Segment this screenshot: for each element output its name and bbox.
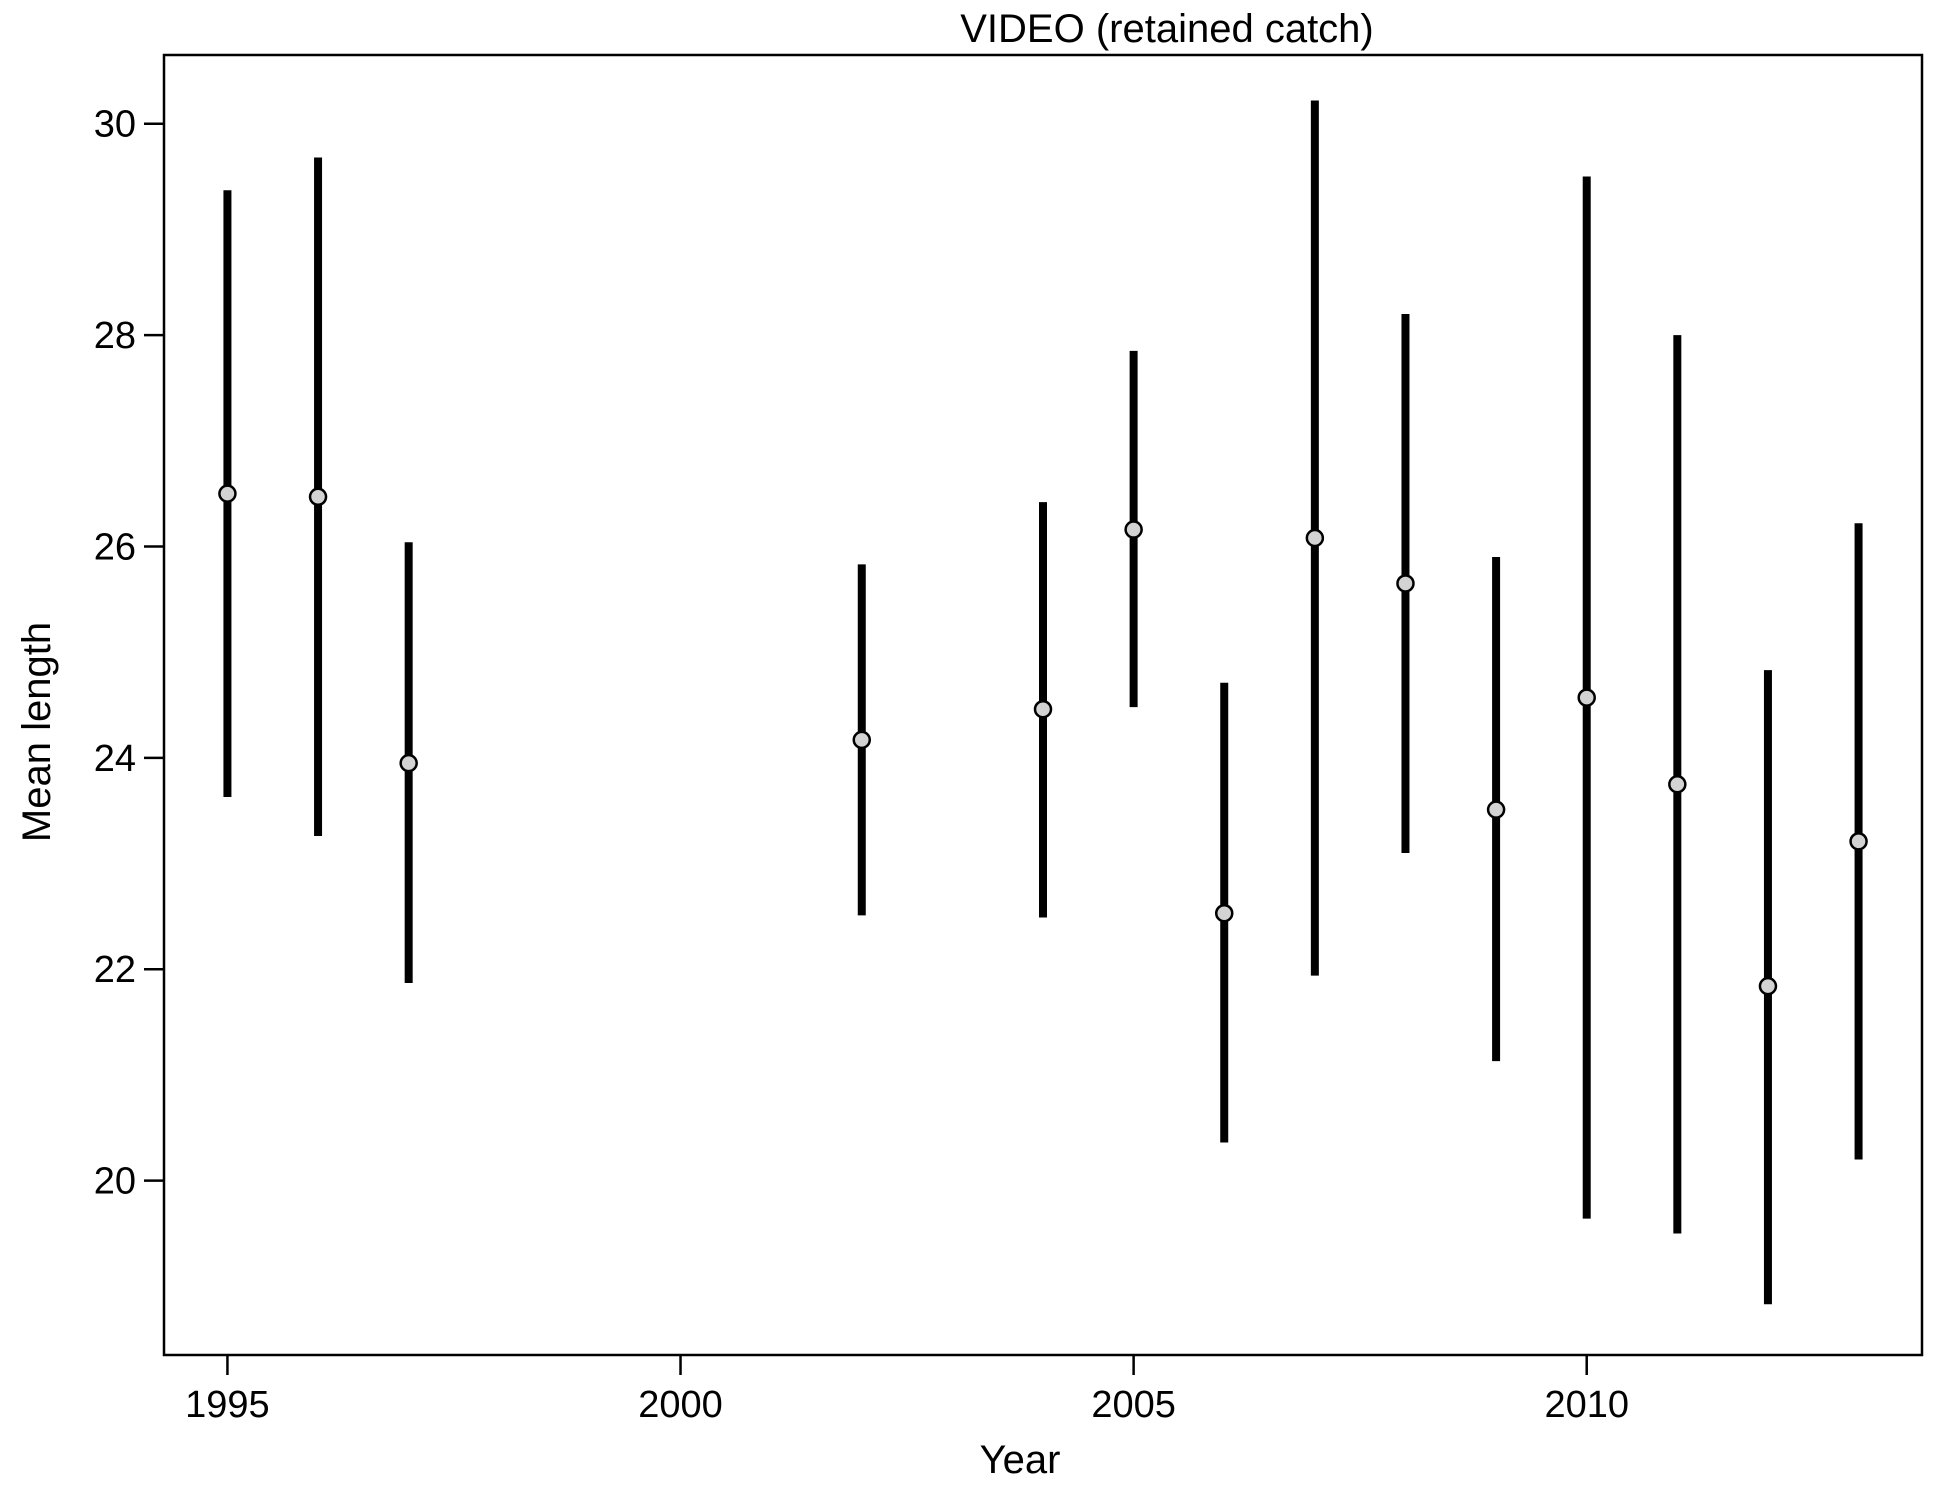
data-point <box>1486 800 1506 819</box>
y-tick-label: 28 <box>94 315 136 357</box>
data-point <box>218 484 237 503</box>
data-point <box>308 487 328 507</box>
y-tick-label: 26 <box>94 526 136 568</box>
data-point <box>399 753 418 773</box>
y-tick-label: 24 <box>94 738 136 780</box>
data-point <box>1033 699 1053 719</box>
data-point <box>1214 903 1234 923</box>
x-tick-label: 2010 <box>1544 1384 1629 1426</box>
data-point <box>1849 832 1868 851</box>
x-tick-label: 2005 <box>1091 1384 1176 1426</box>
plot-marks <box>218 100 1868 1305</box>
x-tick-label: 2000 <box>638 1384 723 1426</box>
data-point <box>1758 976 1778 996</box>
plot-frame <box>162 53 1924 1357</box>
y-tick-label: 30 <box>94 104 136 146</box>
data-point <box>1396 574 1415 593</box>
x-axis-label: Year <box>980 1438 1061 1482</box>
y-axis: 20 22 24 26 28 30 <box>94 104 164 1203</box>
y-axis-label: Mean length <box>15 622 59 842</box>
data-point <box>852 730 872 750</box>
data-point <box>1124 520 1143 539</box>
chart-title: VIDEO (retained catch) <box>960 7 1374 51</box>
data-point <box>1577 688 1596 707</box>
y-tick-label: 22 <box>94 949 136 991</box>
data-point <box>1668 775 1687 794</box>
x-tick-label: 1995 <box>185 1384 270 1426</box>
data-point <box>1305 528 1325 548</box>
y-tick-label: 20 <box>94 1161 136 1203</box>
x-axis: 1995 2000 2005 2010 <box>185 1355 1629 1426</box>
